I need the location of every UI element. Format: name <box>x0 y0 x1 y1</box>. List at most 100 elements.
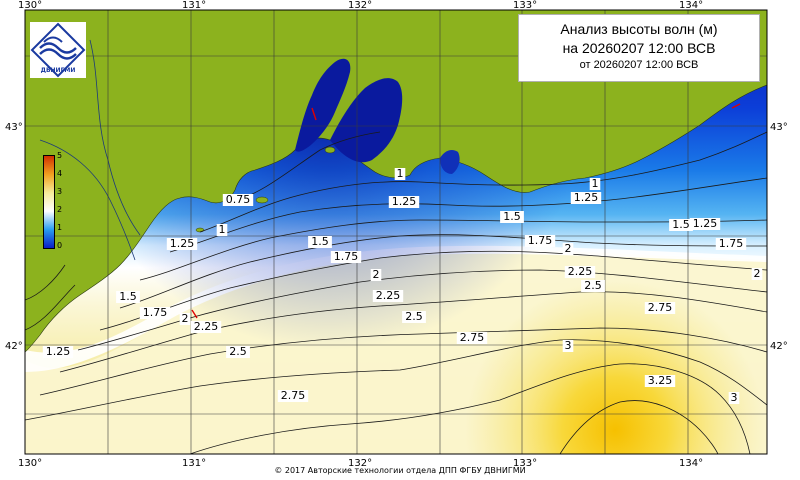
contour-label-text: 1.25 <box>170 237 195 250</box>
contour-label-bg <box>500 211 524 223</box>
lon-label: 133° <box>513 0 537 11</box>
colorbar-label: 5 <box>57 151 63 160</box>
longitude-labels-bottom: 130° 131° 132° 133° 134° <box>18 458 703 469</box>
logo-text: ДВНИГМИ <box>41 67 76 74</box>
contour-label-bg <box>308 236 332 248</box>
wave-height-colorbar <box>43 155 55 249</box>
contour-label: 1 <box>589 177 601 190</box>
contour-label-bg <box>277 390 309 402</box>
contour-label-bg <box>728 392 740 404</box>
lon-label: 134° <box>679 0 703 11</box>
contour-label-text: 2.75 <box>460 331 485 344</box>
contour-label-text: 1 <box>219 223 226 236</box>
contour-label-bg <box>42 346 74 358</box>
contour-label: 1.5 <box>669 218 693 231</box>
contour-label-text: 2 <box>565 242 572 255</box>
contour-label: 1.5 <box>308 235 332 248</box>
contour-label-text: 0.75 <box>226 193 251 206</box>
contour-label: 2 <box>562 242 574 255</box>
contour-label-text: 2.25 <box>568 265 593 278</box>
river <box>39 139 136 261</box>
contour-label-text: 2 <box>754 267 761 280</box>
contour-label-bg <box>456 332 488 344</box>
contour-label: 3 <box>728 391 740 404</box>
latitude-labels-right: 43° 42° <box>770 122 788 352</box>
contour-label-bg <box>372 290 404 302</box>
contour-label-bg <box>669 219 693 231</box>
contour-label-text: 1.75 <box>143 306 168 319</box>
lon-label: 132° <box>348 458 372 469</box>
contour-label: 2.25 <box>372 289 404 302</box>
ussuri-bay <box>330 78 403 163</box>
contour-label: 1 <box>394 167 406 180</box>
nakhodka-bay <box>440 150 460 174</box>
contour-label-text: 2.5 <box>584 279 602 292</box>
contour-label: 2 <box>179 312 191 325</box>
contour-label: 1.75 <box>330 250 362 263</box>
contour-label-text: 1 <box>397 167 404 180</box>
contour-label-bg <box>644 302 676 314</box>
contour-label: 1.5 <box>500 210 524 223</box>
contour-label: 1.75 <box>715 237 747 250</box>
contour-label: 0.75 <box>222 193 254 206</box>
contour-label-bg <box>402 311 426 323</box>
lat-label: 43° <box>770 122 788 133</box>
contour-label-bg <box>330 251 362 263</box>
contour-label-bg <box>564 266 596 278</box>
latitude-labels-left: 43° 42° <box>5 122 23 352</box>
map-frame <box>24 9 768 455</box>
dvnigmi-logo: ДВНИГМИ <box>30 22 86 78</box>
contour-label-bg <box>562 243 574 255</box>
contour-label-bg <box>388 196 420 208</box>
contour-label-text: 2.25 <box>194 320 219 333</box>
colorbar-label: 4 <box>57 169 63 178</box>
contour-label-text: 2.75 <box>648 301 673 314</box>
contour-label: 1.75 <box>139 306 171 319</box>
contour-label-bg <box>116 291 140 303</box>
lon-label: 134° <box>679 458 703 469</box>
contour-label-bg <box>570 192 602 204</box>
island <box>255 196 269 204</box>
contour-label-bg <box>216 224 228 236</box>
contour-label: 2.5 <box>402 310 426 323</box>
contour-label-text: 3 <box>731 391 738 404</box>
contour-label: 2.25 <box>564 265 596 278</box>
contour-label-bg <box>524 235 556 247</box>
contour-label-bg <box>581 280 605 292</box>
contour-label-bg <box>139 307 171 319</box>
lon-label: 131° <box>182 0 206 11</box>
contour-label-text: 1.75 <box>719 237 744 250</box>
contour-label-bg <box>370 269 382 281</box>
contour-label-text: 2.25 <box>376 289 401 302</box>
contour-label-text: 1.5 <box>119 290 137 303</box>
contour-label-bg <box>644 375 676 387</box>
colorbar-label: 2 <box>57 205 63 214</box>
contour-label-text: 1.5 <box>672 218 690 231</box>
contour-label-bg <box>179 313 191 325</box>
contour-label-bg <box>190 321 222 333</box>
coordinate-grid <box>25 10 767 454</box>
contour-label: 3.25 <box>644 374 676 387</box>
contour-label-bg <box>394 168 406 180</box>
contour-label: 1.75 <box>524 234 556 247</box>
contour-label-text: 1.25 <box>392 195 417 208</box>
copyright-footer: © 2017 Авторские технологии отдела ДПП Ф… <box>274 466 526 475</box>
contour-label: 2.75 <box>456 331 488 344</box>
contour-label: 1.25 <box>570 191 602 204</box>
lat-label: 43° <box>5 122 23 133</box>
contour-label-text: 3.25 <box>648 374 673 387</box>
contour-label-text: 2.5 <box>229 345 247 358</box>
contour-label: 2 <box>370 268 382 281</box>
lon-label: 130° <box>18 458 42 469</box>
contour-label-text: 1.75 <box>334 250 359 263</box>
contour-label: 1.5 <box>116 290 140 303</box>
colorbar-label: 3 <box>57 187 63 196</box>
station-marker <box>311 107 317 121</box>
contour-label-bg <box>715 238 747 250</box>
contour-label-text: 1.25 <box>574 191 599 204</box>
map-title: Анализ высоты волн (м) <box>560 21 718 37</box>
contour-label-bg <box>689 218 721 230</box>
contour-label-bg <box>562 340 574 352</box>
contour-label: 2.5 <box>226 345 250 358</box>
